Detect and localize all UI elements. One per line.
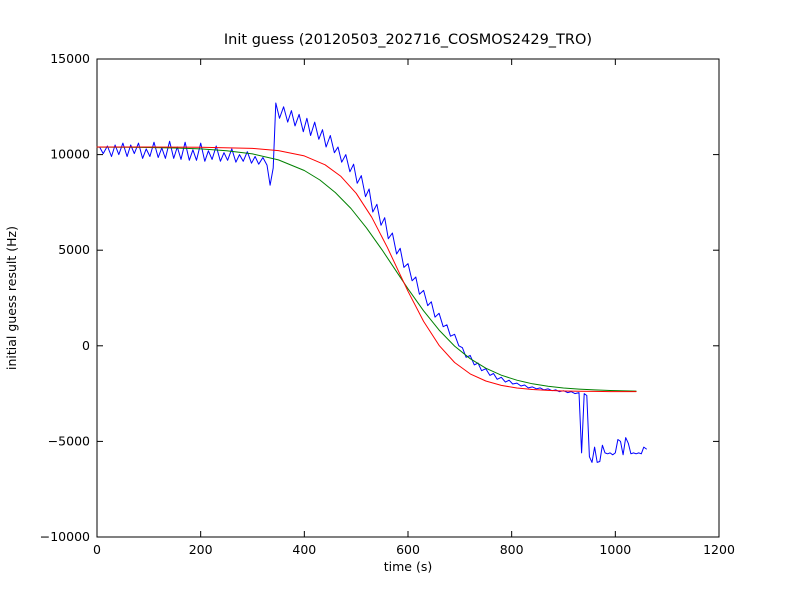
x-tick-label: 0 [93,542,101,557]
x-axis-label: time (s) [384,559,432,574]
y-tick-label: −10000 [40,529,90,544]
y-tick-label: 10000 [50,147,90,162]
x-tick-label: 1200 [703,542,735,557]
x-tick-label: 1000 [599,542,631,557]
y-tick-label: −5000 [48,433,90,448]
red-fit-line [96,146,637,393]
y-axis-label: initial guess result (Hz) [4,226,19,370]
x-tick-label: 400 [292,542,316,557]
y-tick-label: 5000 [58,242,90,257]
x-tick-label: 800 [500,542,524,557]
x-tick-label: 200 [189,542,213,557]
chart-title: Init guess (20120503_202716_COSMOS2429_T… [224,32,592,48]
axes-frame [96,58,720,538]
plot-area: 0 200 400 600 800 1000 1200 −10000 −5000 0 5000 100… [40,51,735,557]
y-tick-label: 0 [82,338,90,353]
x-tick-label: 600 [396,542,420,557]
y-tick-label: 15000 [50,51,90,66]
blue-data-line [99,102,647,463]
green-fit-line [96,146,637,392]
